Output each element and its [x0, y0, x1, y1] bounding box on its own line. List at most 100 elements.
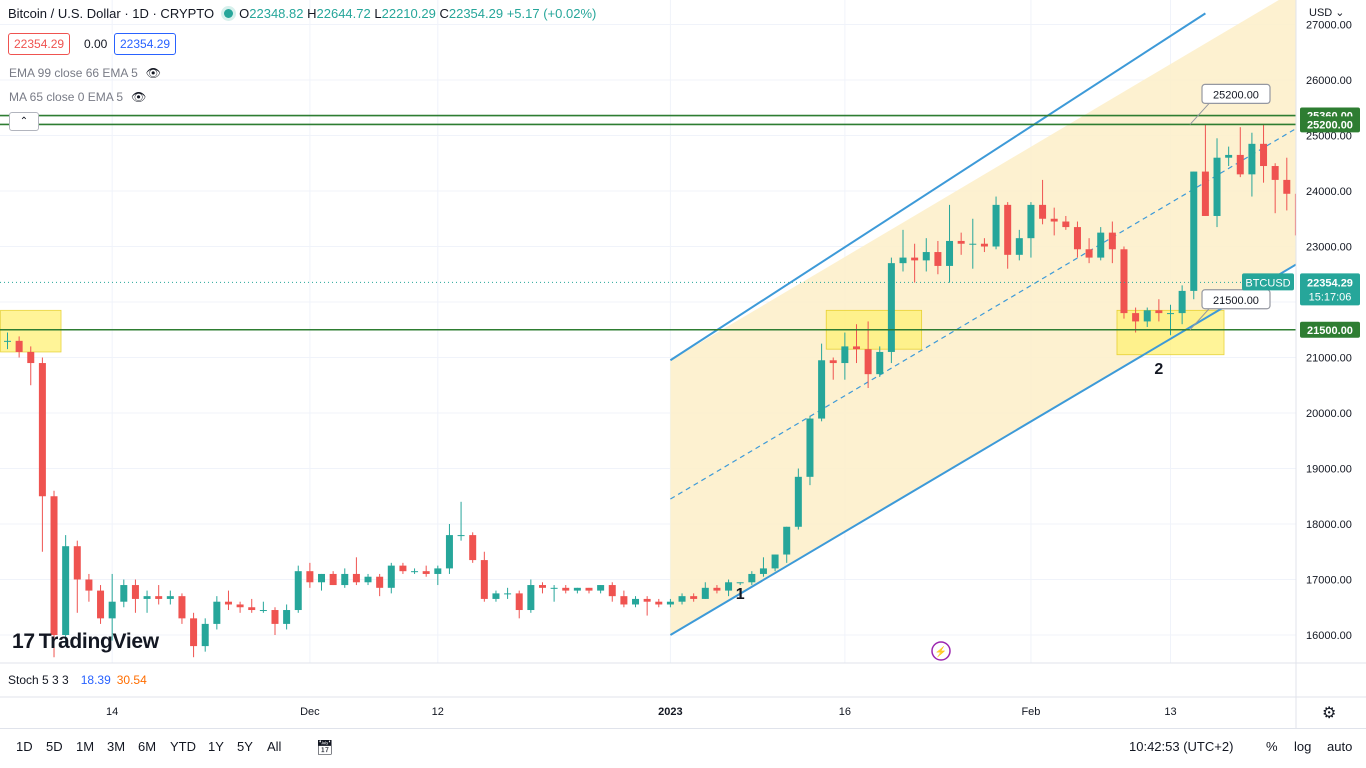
- candle-body: [329, 573, 337, 586]
- range-3m-button[interactable]: 3M: [107, 739, 126, 754]
- candle-body: [841, 346, 849, 364]
- candle-body: [1225, 154, 1233, 158]
- candle-body: [934, 252, 942, 266]
- chart-legend: Bitcoin / U.S. Dollar · 1D · CRYPTO O2234…: [8, 6, 597, 21]
- clock-time[interactable]: 10:42:53 (UTC+2): [1129, 739, 1234, 754]
- price-tick-label: 27000.00: [1306, 20, 1352, 32]
- level-price-tag-label: 21500.00: [1307, 325, 1353, 337]
- candle-body: [97, 590, 105, 619]
- channel-upper-line: [669, 12, 1206, 362]
- time-tick-label: 2023: [658, 706, 682, 718]
- time-tick-label: 12: [432, 706, 444, 718]
- candle-body: [1167, 313, 1174, 315]
- log-scale-toggle[interactable]: log: [1294, 739, 1312, 754]
- candle-body: [643, 598, 651, 602]
- candle-body: [1015, 238, 1023, 255]
- candle-body: [1201, 171, 1209, 216]
- candle-body: [794, 476, 802, 527]
- ma-indicator-row[interactable]: MA 65 close 0 EMA 5 👁︎: [9, 90, 146, 104]
- candle-body: [1353, 210, 1360, 238]
- candle-body: [399, 565, 407, 572]
- price-tick-label: 23000.00: [1306, 242, 1352, 254]
- candle-body: [387, 565, 395, 588]
- candle-body: [1039, 204, 1047, 219]
- spread-value: 0.00: [78, 33, 114, 55]
- candle-body: [422, 571, 430, 574]
- candle-body: [1120, 249, 1128, 314]
- candle-body: [1271, 166, 1279, 180]
- candle-body: [283, 610, 291, 624]
- price-tick-label: 20000.00: [1306, 408, 1352, 420]
- candle-body: [852, 346, 860, 350]
- candle-body: [15, 340, 23, 352]
- range-all-button[interactable]: All: [267, 739, 282, 754]
- candle-body: [876, 351, 884, 375]
- candle-body: [655, 601, 663, 605]
- buy-price-box[interactable]: 22354.29: [114, 33, 177, 55]
- range-ytd-button[interactable]: YTD: [170, 739, 196, 754]
- candle-body: [1213, 157, 1221, 216]
- candle-body: [4, 340, 11, 342]
- lightning-icon: [931, 641, 951, 661]
- gear-icon[interactable]: ⚙: [1322, 705, 1337, 722]
- ema-indicator-row[interactable]: EMA 99 close 66 EMA 5 👁︎: [9, 66, 161, 80]
- candle-body: [155, 596, 163, 599]
- level-price-tag-label: 25200.00: [1307, 119, 1353, 131]
- time-tick-label: 13: [1164, 706, 1176, 718]
- candle-body: [73, 546, 81, 580]
- range-5y-button[interactable]: 5Y: [237, 739, 253, 754]
- auto-scale-toggle[interactable]: auto: [1327, 739, 1353, 754]
- candle-body: [608, 585, 616, 597]
- eye-hidden-icon[interactable]: 👁︎: [145, 66, 161, 80]
- candle-body: [550, 587, 558, 589]
- candle-body: [108, 601, 116, 619]
- chevron-down-icon: ⌄: [1332, 7, 1345, 19]
- range-1y-button[interactable]: 1Y: [208, 739, 224, 754]
- candle-body: [1260, 143, 1268, 167]
- candle-body: [1155, 310, 1163, 314]
- symbol-title[interactable]: Bitcoin / U.S. Dollar · 1D · CRYPTO: [8, 6, 215, 21]
- candle-body: [376, 576, 384, 588]
- date-range-icon[interactable]: 📅︎: [316, 739, 334, 755]
- candle-body: [864, 349, 872, 375]
- collapse-legend-button[interactable]: ⌃: [9, 112, 39, 131]
- tradingview-logo[interactable]: 17 TradingView: [12, 630, 159, 653]
- candle-body: [1108, 232, 1116, 250]
- ma-indicator-label: MA 65 close 0 EMA 5: [9, 90, 124, 104]
- candle-body: [504, 593, 512, 595]
- range-1d-button[interactable]: 1D: [16, 739, 33, 754]
- candle-body: [1085, 249, 1093, 258]
- callout-box: [1201, 83, 1271, 105]
- candle-body: [27, 351, 35, 364]
- stoch-indicator-legend[interactable]: Stoch 5 3 3 18.39 30.54: [8, 673, 147, 687]
- eye-hidden-icon[interactable]: 👁︎: [131, 90, 147, 104]
- candle-body: [666, 601, 674, 605]
- candle-body: [224, 601, 232, 605]
- range-5d-button[interactable]: 5D: [46, 739, 63, 754]
- candle-body: [1318, 216, 1325, 238]
- candle-body: [829, 360, 837, 364]
- candle-body: [341, 573, 349, 586]
- price-tick-label: 21000.00: [1306, 353, 1352, 365]
- candle-body: [759, 568, 767, 574]
- stoch-k-value: 18.39: [80, 673, 111, 687]
- currency-selector[interactable]: USD ⌄: [1309, 7, 1345, 19]
- candle-body: [725, 582, 733, 591]
- candle-body: [783, 526, 791, 555]
- high-value: 22644.72: [316, 6, 371, 21]
- market-status-icon: [224, 9, 234, 18]
- candle-body: [515, 593, 523, 611]
- candle-body: [992, 204, 1000, 247]
- candle-body: [911, 257, 919, 261]
- candle-body: [1027, 204, 1035, 239]
- candle-body: [445, 535, 453, 569]
- percent-scale-toggle[interactable]: %: [1266, 739, 1278, 754]
- sell-price-box[interactable]: 22354.29: [8, 33, 71, 55]
- range-1m-button[interactable]: 1M: [76, 739, 95, 754]
- range-6m-button[interactable]: 6M: [138, 739, 157, 754]
- candle-body: [213, 601, 221, 624]
- candle-body: [306, 571, 314, 583]
- candle-body: [748, 573, 756, 583]
- countdown-label: 15:17:06: [1309, 291, 1352, 303]
